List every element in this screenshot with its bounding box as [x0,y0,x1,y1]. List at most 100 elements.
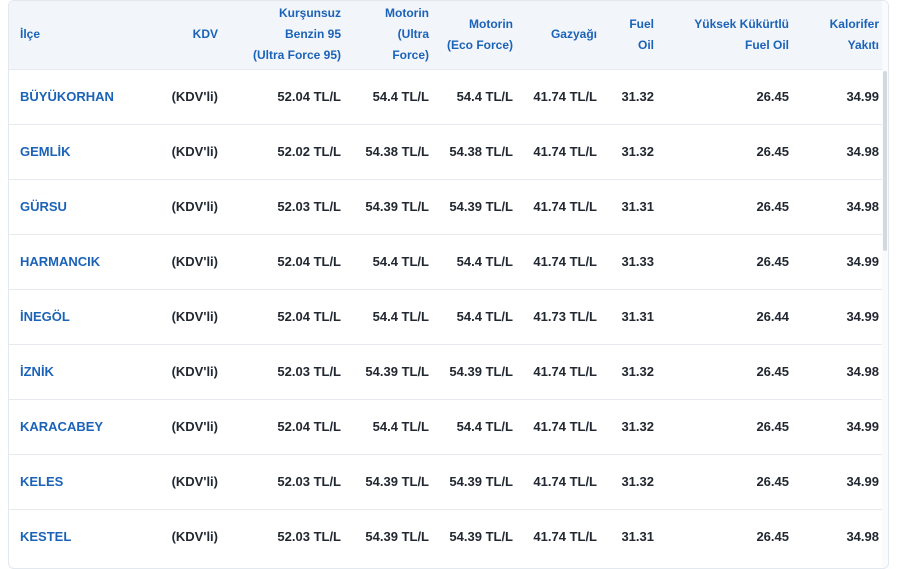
cell-yuksek-kukurt: 26.45 [756,529,789,545]
cell-yuksek-kukurt: 26.45 [756,254,789,269]
district-cell: İZNİK [9,344,119,399]
cell-kdv: (KDV'li) [171,144,218,159]
cell-gazyagi: 41.74 TL/L [533,144,597,159]
cell-motorin-ultra: 54.38 TL/L [365,144,429,159]
district-link[interactable]: İNEGÖL [20,309,70,324]
district-link[interactable]: GÜRSU [20,199,67,214]
cell-yuksek-kukurt: 26.45 [756,199,789,214]
fuel-price-table: İlçe KDV Kurşunsuz Benzin 95 (Ultra Force 95… [9,1,888,564]
header-row: İlçe KDV Kurşunsuz Benzin 95 (Ultra Force 95… [9,1,888,69]
cell-benzin: 52.03 TL/L [277,199,341,214]
cell-motorin-ultra: 54.4 TL/L [372,309,429,324]
column-header-line: KDV [192,27,218,42]
cell-benzin: 52.04 TL/L [277,254,341,269]
district-link[interactable]: KESTEL [20,529,72,545]
cell-fuel-oil: 31.31 [621,199,654,214]
cell-kalorifer: 34.99 [846,89,879,104]
cell-yuksek-kukurt: 26.45 [756,474,789,489]
district-link[interactable]: KELES [20,474,64,489]
column-header-line: Motorin [469,16,513,31]
district-link[interactable]: BÜYÜKORHAN [20,89,114,104]
table-row: HARMANCIK (KDV'li) 52.04 TL/L 54.4 TL/L 54.4… [9,234,888,289]
cell-motorin-eco: 54.39 TL/L [449,474,513,489]
table-row: BÜYÜKORHAN (KDV'li) 52.04 TL/L 54.4 TL/L 54.… [9,69,888,124]
column-header-line: Fuel [629,16,654,31]
cell-fuel-oil: 31.32 [621,144,654,159]
column-header-line: Benzin 95 [284,27,341,42]
cell-kdv: (KDV'li) [171,309,218,324]
cell-fuel-oil: 31.32 [621,89,654,104]
cell-kalorifer: 34.98 [846,199,879,214]
cell-benzin: 52.03 TL/L [277,529,341,545]
cell-fuel-oil: 31.32 [621,474,654,489]
cell-benzin: 52.04 TL/L [277,419,341,434]
cell-kalorifer: 34.98 [846,529,879,545]
cell-motorin-ultra: 54.39 TL/L [365,474,429,489]
cell-yuksek-kukurt: 26.45 [756,89,789,104]
district-link[interactable]: İZNİK [20,364,54,379]
cell-motorin-ultra: 54.39 TL/L [365,199,429,214]
column-header-motorin-ultra: Motorin (Ultra Force) [350,1,438,69]
column-header-line: Yüksek Kükürtlü [694,16,789,31]
cell-fuel-oil: 31.32 [621,419,654,434]
column-header-kdv: KDV [119,1,227,69]
table-row: GÜRSU (KDV'li) 52.03 TL/L 54.39 TL/L 54.39 T… [9,179,888,234]
cell-benzin: 52.02 TL/L [277,144,341,159]
cell-kdv: (KDV'li) [171,474,218,489]
vertical-scrollbar[interactable] [882,1,888,568]
cell-gazyagi: 41.74 TL/L [533,199,597,214]
column-header-line: Oil [637,37,654,52]
cell-motorin-ultra: 54.39 TL/L [365,364,429,379]
table-row: KESTEL (KDV'li) 52.03 TL/L 54.39 TL/L 54.39 … [9,509,888,564]
table-row: GEMLİK (KDV'li) 52.02 TL/L 54.38 TL/L 54.38 … [9,124,888,179]
cell-kdv: (KDV'li) [171,199,218,214]
district-cell: KARACABEY [9,399,119,454]
cell-kalorifer: 34.98 [846,144,879,159]
cell-motorin-eco: 54.4 TL/L [456,89,513,104]
cell-motorin-ultra: 54.4 TL/L [372,89,429,104]
cell-motorin-eco: 54.39 TL/L [449,364,513,379]
cell-fuel-oil: 31.32 [621,364,654,379]
cell-kalorifer: 34.99 [846,254,879,269]
cell-kdv: (KDV'li) [171,419,218,434]
cell-benzin: 52.04 TL/L [277,89,341,104]
district-link[interactable]: HARMANCIK [20,254,101,269]
cell-gazyagi: 41.74 TL/L [533,254,597,269]
cell-yuksek-kukurt: 26.45 [756,144,789,159]
cell-yuksek-kukurt: 26.45 [756,364,789,379]
column-header-yuksek-kukurt: Yüksek Kükürtlü Fuel Oil [663,1,798,69]
cell-motorin-eco: 54.4 TL/L [456,254,513,269]
cell-gazyagi: 41.73 TL/L [533,309,597,324]
column-header-line: Yakıtı [847,37,879,52]
district-link[interactable]: GEMLİK [20,144,71,159]
column-header-line: (Eco Force) [446,37,513,52]
column-header-line: Force) [392,48,429,63]
cell-benzin: 52.03 TL/L [277,474,341,489]
table-body: BÜYÜKORHAN (KDV'li) 52.04 TL/L 54.4 TL/L 54.… [9,69,888,564]
cell-fuel-oil: 31.33 [621,254,654,269]
column-header-fuel-oil: Fuel Oil [606,1,663,69]
district-cell: BÜYÜKORHAN [9,69,119,124]
fuel-price-table-card: İlçe KDV Kurşunsuz Benzin 95 (Ultra Force 95… [8,0,889,569]
district-cell: HARMANCIK [9,234,119,289]
table-row: KARACABEY (KDV'li) 52.04 TL/L 54.4 TL/L 54.4… [9,399,888,454]
column-header-gazyagi: Gazyağı [522,1,606,69]
cell-benzin: 52.04 TL/L [277,309,341,324]
table-row: İNEGÖL (KDV'li) 52.04 TL/L 54.4 TL/L 54.4 TL… [9,289,888,344]
column-header-line: Kalorifer [829,16,879,31]
cell-fuel-oil: 31.31 [621,309,654,324]
cell-kdv: (KDV'li) [171,89,218,104]
cell-yuksek-kukurt: 26.45 [756,419,789,434]
column-header-line: Motorin [385,6,429,21]
cell-kdv: (KDV'li) [171,254,218,269]
district-link[interactable]: KARACABEY [20,419,104,434]
cell-gazyagi: 41.74 TL/L [533,474,597,489]
column-header-line: İlçe [20,27,41,42]
district-cell: KELES [9,454,119,509]
cell-gazyagi: 41.74 TL/L [533,89,597,104]
scrollbar-thumb[interactable] [883,71,887,251]
table-row: İZNİK (KDV'li) 52.03 TL/L 54.39 TL/L 54.39 T… [9,344,888,399]
cell-motorin-eco: 54.4 TL/L [456,419,513,434]
cell-motorin-eco: 54.38 TL/L [449,144,513,159]
column-header-line: Gazyağı [550,27,597,42]
